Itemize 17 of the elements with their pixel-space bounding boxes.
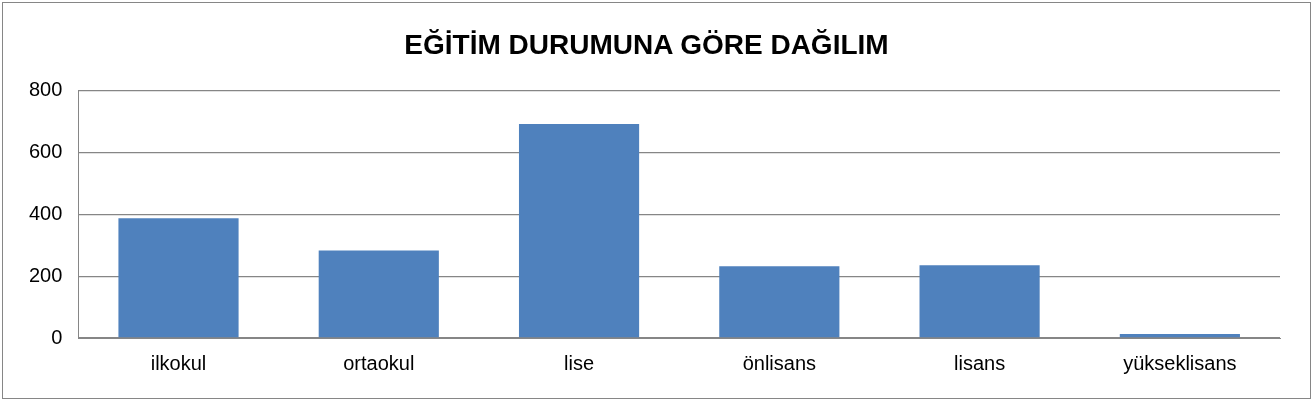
bar bbox=[719, 266, 840, 338]
x-tick-label: önlisans bbox=[742, 351, 817, 374]
x-tick-label: lise bbox=[564, 351, 595, 374]
x-tick-label: yükseklisans bbox=[1123, 351, 1237, 374]
chart-title: EĞİTİM DURUMUNA GÖRE DAĞILIM bbox=[404, 28, 889, 60]
y-tick-label: 400 bbox=[28, 201, 63, 224]
x-tick-label: lisans bbox=[954, 351, 1006, 374]
x-tick-label: ortaokul bbox=[343, 351, 415, 374]
x-tick-label: ilkokul bbox=[150, 351, 207, 374]
bar bbox=[318, 250, 439, 338]
bar bbox=[518, 124, 640, 338]
bar bbox=[919, 265, 1040, 338]
y-tick-label: 200 bbox=[28, 263, 63, 286]
y-tick-label: 800 bbox=[28, 78, 63, 101]
y-tick-label: 0 bbox=[51, 325, 63, 348]
y-tick-label: 600 bbox=[28, 139, 63, 162]
bar bbox=[118, 218, 239, 338]
